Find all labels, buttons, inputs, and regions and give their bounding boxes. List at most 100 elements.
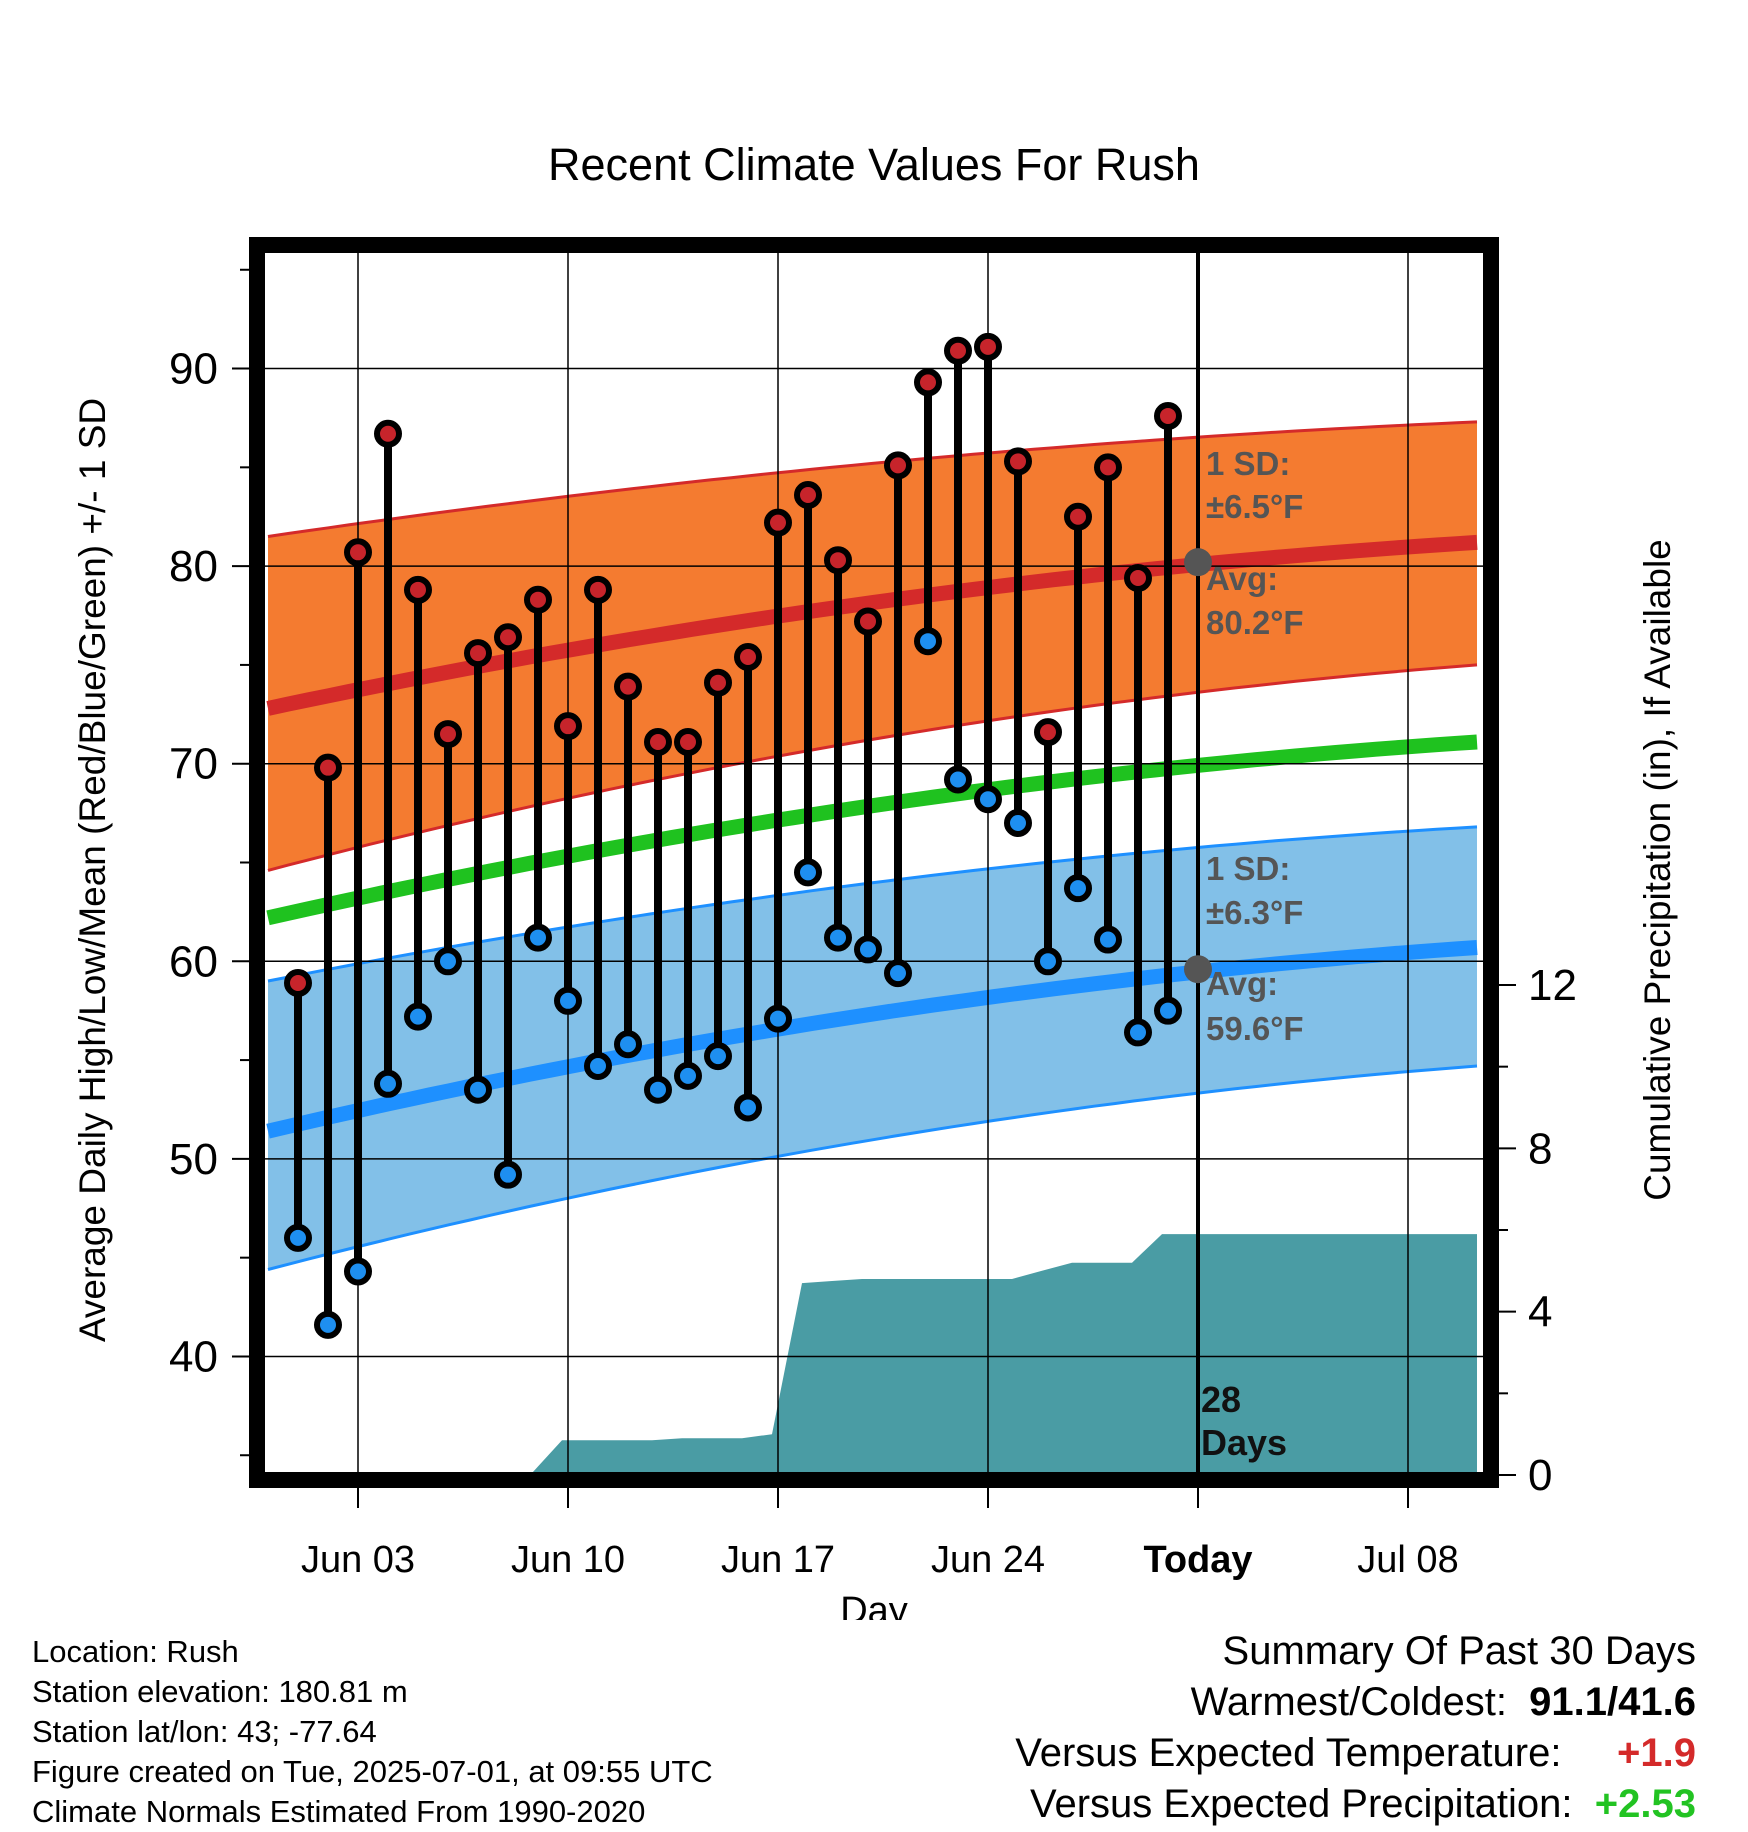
low-point (284, 1223, 312, 1252)
low-point (674, 1061, 702, 1090)
low-point (914, 627, 942, 656)
high-point (464, 639, 492, 668)
low-point (734, 1093, 762, 1122)
warm-cold-value: 91.1/41.6 (1529, 1680, 1696, 1724)
low-point (1004, 808, 1032, 837)
high-sd-value: ±6.5°F (1206, 488, 1303, 525)
high-avg-value: 80.2°F (1206, 604, 1304, 641)
high-point (854, 607, 882, 636)
y2-tick-label: 8 (1528, 1124, 1552, 1173)
high-point (764, 508, 792, 537)
high-point (734, 643, 762, 672)
low-point (974, 785, 1002, 814)
info-latlon: Station lat/lon: 43; -77.64 (32, 1714, 377, 1749)
summary-precip: Versus Expected Precipitation: +2.53 (1015, 1779, 1696, 1830)
low-point (584, 1052, 612, 1081)
today-days-label: Days (1201, 1422, 1287, 1463)
high-point (1034, 718, 1062, 747)
y2-tick-label: 12 (1528, 961, 1577, 1010)
high-point (434, 720, 462, 749)
low-point (554, 986, 582, 1015)
low-point (434, 947, 462, 976)
high-point (614, 672, 642, 701)
low-point (944, 765, 972, 794)
x-tick-label: Jul 08 (1357, 1539, 1458, 1581)
low-point (1124, 1018, 1152, 1047)
low-sd-value: ±6.3°F (1206, 894, 1303, 931)
x-axis-label: Day (840, 1590, 908, 1620)
low-point (494, 1160, 522, 1189)
high-sd-label: 1 SD: (1206, 445, 1290, 482)
low-point (764, 1004, 792, 1033)
high-point (824, 546, 852, 575)
precip-label: Versus Expected Precipitation: (1030, 1782, 1573, 1826)
high-point (284, 969, 312, 998)
temp-label: Versus Expected Temperature: (1015, 1731, 1562, 1775)
y-tick-label: 60 (169, 937, 218, 986)
high-point (1094, 453, 1122, 482)
precip-value: +2.53 (1594, 1782, 1696, 1826)
high-point (374, 419, 402, 448)
high-point (794, 481, 822, 509)
high-point (944, 336, 972, 365)
low-point (464, 1075, 492, 1104)
y-axis-label: Average Daily High/Low/Mean (Red/Blue/Gr… (72, 398, 113, 1342)
avg-mean-line (266, 734, 1478, 926)
x-tick-label: Jun 24 (931, 1539, 1045, 1581)
today-high-avg-marker (1184, 548, 1212, 577)
precip-area (262, 1234, 1477, 1475)
high-point (584, 575, 612, 604)
high-point (494, 623, 522, 652)
high-point (884, 451, 912, 480)
low-point (794, 858, 822, 887)
summary-panel: Summary Of Past 30 Days Warmest/Coldest:… (1015, 1626, 1696, 1830)
low-point (314, 1310, 342, 1339)
summary-warm-cold: Warmest/Coldest: 91.1/41.6 (1015, 1677, 1696, 1728)
y-tick-label: 80 (169, 542, 218, 591)
high-point (1154, 401, 1182, 430)
low-point (374, 1069, 402, 1098)
low-point (404, 1002, 432, 1031)
info-elevation: Station elevation: 180.81 m (32, 1674, 408, 1709)
climate-chart: Recent Climate Values For Rush 405060708… (72, 139, 1678, 1620)
high-point (974, 332, 1002, 361)
high-point (524, 585, 552, 614)
info-normals: Climate Normals Estimated From 1990-2020 (32, 1794, 646, 1829)
high-upper-edge (267, 420, 1478, 538)
warm-cold-label: Warmest/Coldest: (1190, 1680, 1507, 1724)
high-point (554, 712, 582, 741)
low-point (824, 923, 852, 952)
low-point (344, 1257, 372, 1286)
high-lower-edge (267, 663, 1478, 872)
x-tick-label: Today (1143, 1539, 1252, 1581)
high-point (914, 368, 942, 397)
low-point (614, 1030, 642, 1059)
high-point (404, 575, 432, 604)
low-point (1034, 947, 1062, 976)
low-point (644, 1075, 672, 1104)
y-tick-label: 40 (169, 1332, 218, 1381)
summary-temp: Versus Expected Temperature: +1.9 (1015, 1728, 1696, 1779)
y2-axis-label: Cumulative Precipitation (in), If Availa… (1637, 539, 1678, 1201)
info-location: Location: Rush (32, 1634, 239, 1669)
low-point (1154, 996, 1182, 1025)
high-avg-label: Avg: (1206, 560, 1278, 597)
temp-value: +1.9 (1617, 1731, 1696, 1775)
high-point (1004, 447, 1032, 476)
low-avg-label: Avg: (1206, 965, 1278, 1002)
today-low-avg-marker (1184, 955, 1212, 984)
avg-high-line (266, 534, 1478, 716)
high-point (674, 727, 702, 756)
x-tick-label: Jun 10 (511, 1539, 625, 1581)
low-sd-label: 1 SD: (1206, 850, 1290, 887)
today-days-count: 28 (1201, 1379, 1241, 1420)
low-avg-value: 59.6°F (1206, 1010, 1304, 1047)
info-created: Figure created on Tue, 2025-07-01, at 09… (32, 1754, 713, 1789)
low-point (854, 935, 882, 964)
low-upper-edge (267, 825, 1478, 983)
low-point (524, 923, 552, 952)
high-point (644, 727, 672, 756)
high-point (1124, 563, 1152, 592)
station-info: Location: Rush Station elevation: 180.81… (32, 1632, 713, 1832)
low-point (884, 959, 912, 988)
